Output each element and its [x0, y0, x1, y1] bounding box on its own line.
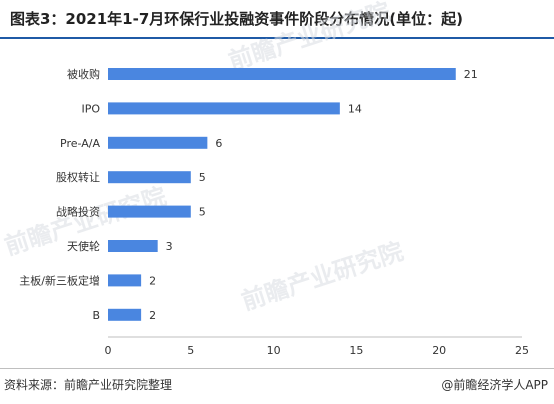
x-tick-labels: 0 5 10 15 20 25: [105, 344, 530, 357]
bar: [108, 240, 158, 252]
value-label: 3: [166, 240, 173, 253]
category-label: Pre-A/A: [60, 137, 100, 150]
bar-chart: 前瞻产业研究院 前瞻产业研究院 前瞻产业研究院 被收购 IPO Pre-A/A 股权转…: [1, 0, 530, 357]
bar: [108, 68, 456, 80]
value-label: 6: [215, 137, 222, 150]
title-rule: [0, 37, 554, 39]
category-label: 主板/新三板定增: [19, 273, 100, 287]
footer-rule: [0, 368, 554, 369]
x-tick-label: 15: [349, 344, 363, 357]
x-tick-label: 5: [187, 344, 194, 357]
watermark-1: 前瞻产业研究院: [225, 0, 393, 76]
bar: [108, 274, 142, 287]
category-label: B: [92, 309, 100, 322]
value-label: 5: [199, 206, 206, 219]
bar: [108, 102, 340, 115]
value-labels: 21 14 6 5 5 3 2 2: [149, 68, 478, 322]
x-tick-label: 0: [105, 344, 112, 357]
x-tick-label: 20: [432, 344, 446, 357]
category-label: 被收购: [67, 67, 100, 81]
value-label: 2: [149, 274, 156, 287]
watermark-3: 前瞻产业研究院: [238, 237, 406, 316]
watermarks: 前瞻产业研究院 前瞻产业研究院 前瞻产业研究院: [1, 0, 406, 316]
category-label: 战略投资: [56, 205, 100, 219]
value-label: 5: [199, 171, 206, 184]
x-tick-label: 10: [267, 344, 281, 357]
bars-group: [108, 68, 456, 321]
bar: [108, 308, 142, 321]
x-tick-label: 25: [515, 344, 529, 357]
category-label: 股权转让: [56, 170, 100, 184]
bar: [108, 171, 191, 184]
category-label: 天使轮: [67, 239, 100, 253]
value-label: 2: [149, 309, 156, 322]
bar: [108, 205, 191, 218]
value-label: 14: [348, 102, 362, 115]
chart-title: 图表3：2021年1-7月环保行业投融资事件阶段分布情况(单位：起): [10, 10, 463, 28]
category-label: IPO: [81, 102, 100, 115]
bar: [108, 136, 208, 149]
value-label: 21: [464, 68, 478, 81]
footer-brand: @前瞻经济学人APP: [441, 378, 548, 392]
footer-source: 资料来源：前瞻产业研究院整理: [4, 378, 173, 392]
